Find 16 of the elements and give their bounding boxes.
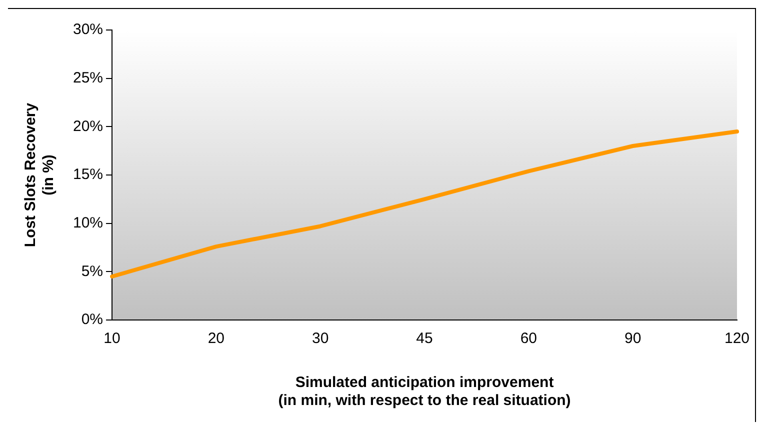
x-tick-label: 120 [724,330,750,348]
y-tick-label: 0% [81,311,104,328]
x-tick-label: 10 [104,330,120,348]
y-axis-title: Lost Slots Recovery (in %) [22,102,58,248]
x-tick-label: 20 [208,330,225,348]
x-tick-label: 30 [312,330,329,348]
x-tick-label: 60 [520,330,538,348]
y-tick-label: 20% [72,118,104,135]
x-axis-title: Simulated anticipation improvement (in min, with respect to the real situation) [278,374,571,410]
y-tick-label: 10% [72,214,104,232]
y-tick-label: 5% [81,262,104,280]
x-tick-label: 45 [416,330,433,348]
y-tick-label: 30% [72,21,104,38]
y-tick-label: 15% [72,166,104,184]
y-tick-label: 25% [72,69,104,86]
x-tick-label: 90 [624,330,642,348]
